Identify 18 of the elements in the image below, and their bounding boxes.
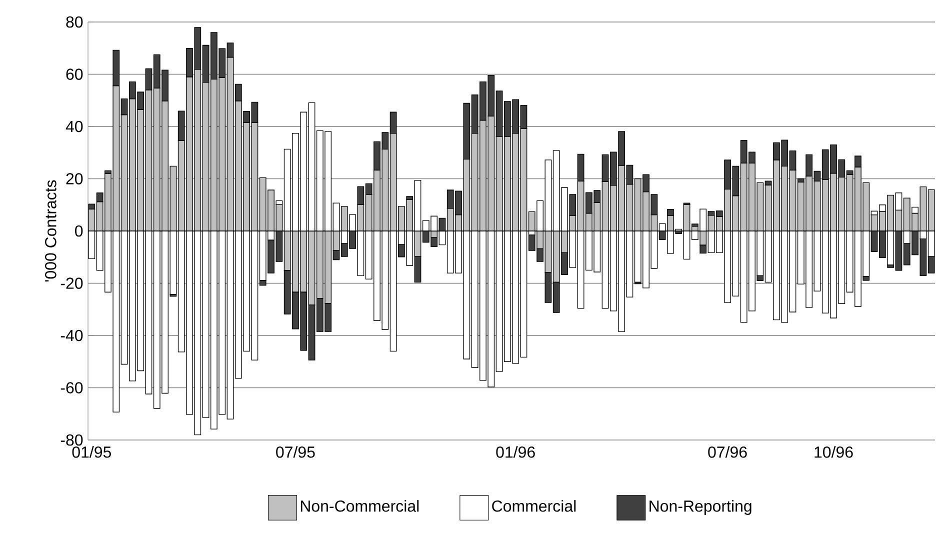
y-tick-label: -40 (60, 330, 83, 342)
x-tick-label: 01/95 (72, 446, 112, 458)
y-tick-label: 40 (66, 120, 83, 132)
x-tick-label: 07/96 (708, 446, 747, 458)
legend-label: Non-Commercial (300, 500, 419, 512)
y-tick-label: -80 (60, 434, 83, 446)
y-tick-label: -60 (60, 382, 83, 394)
y-tick-label: 80 (66, 16, 83, 28)
x-tick-label: 10/96 (814, 446, 853, 458)
y-axis-title: '000 Contracts (45, 180, 56, 282)
legend-label: Commercial (492, 500, 576, 512)
x-tick-label: 07/95 (276, 446, 315, 458)
x-tick-label: 01/96 (496, 446, 535, 458)
y-tick-label: 0 (75, 225, 83, 237)
y-tick-label: -20 (60, 278, 83, 289)
y-tick-label: 20 (66, 173, 83, 184)
legend-label: Non-Reporting (650, 500, 752, 515)
y-tick-label: 60 (66, 68, 83, 80)
